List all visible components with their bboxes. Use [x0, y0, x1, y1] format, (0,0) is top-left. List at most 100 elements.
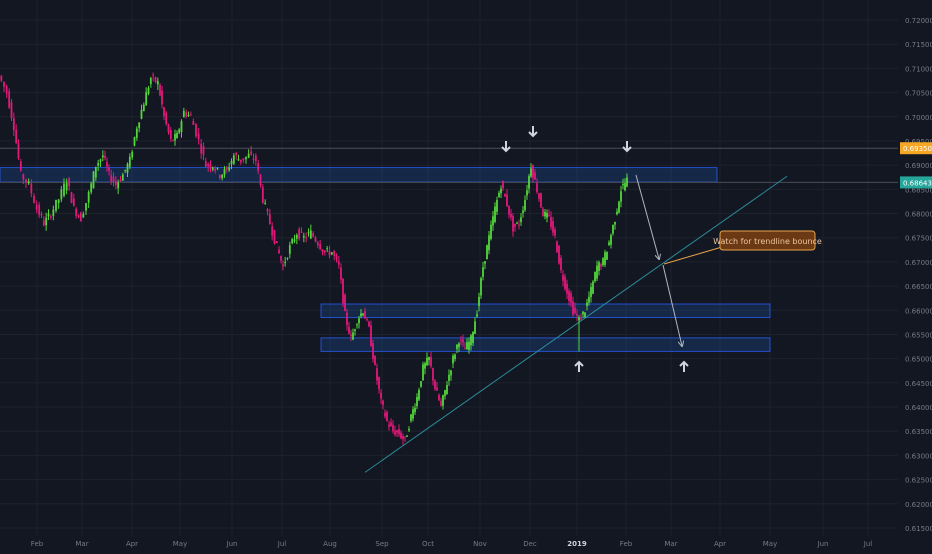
- candle-body: [42, 220, 45, 226]
- candle-body: [114, 181, 117, 185]
- candle-body: [204, 161, 207, 167]
- candle-body: [584, 312, 586, 317]
- candle-body: [618, 201, 620, 213]
- candle-body: [348, 326, 350, 334]
- candle-body: [163, 107, 165, 117]
- trendline: [364, 175, 788, 473]
- candle-body: [366, 319, 368, 321]
- x-tick-label: Sep: [375, 540, 389, 548]
- candle-body: [169, 130, 172, 139]
- candle-body: [380, 392, 382, 399]
- candle-body: [624, 183, 626, 191]
- candle-body: [500, 188, 502, 194]
- candle-body: [8, 91, 11, 108]
- candle-body: [94, 166, 97, 178]
- candle-body: [0, 75, 3, 81]
- x-tick-label: Aug: [323, 540, 337, 548]
- candle-body: [30, 183, 33, 194]
- candle-body: [152, 74, 155, 76]
- candle-body: [119, 179, 122, 182]
- candle-body: [458, 343, 460, 348]
- candle-body: [189, 114, 192, 116]
- candle-body: [147, 88, 150, 94]
- y-tick-label: 0.66500: [905, 283, 932, 291]
- candle-body: [135, 128, 138, 138]
- candle-body: [392, 424, 394, 432]
- candle-body: [117, 182, 120, 189]
- candle-body: [394, 430, 396, 435]
- candle-body: [474, 321, 476, 334]
- down-arrow-icon: [622, 141, 632, 153]
- candle-body: [548, 214, 550, 216]
- candle-body: [610, 235, 612, 245]
- candle-body: [27, 181, 30, 184]
- candle-body: [554, 229, 556, 236]
- candle-body: [140, 109, 143, 119]
- candle-body: [282, 264, 284, 267]
- annotations: Watch for trendline bounce: [501, 126, 822, 372]
- candle-body: [97, 162, 100, 166]
- y-tick-label: 0.70500: [905, 90, 932, 98]
- candle-body: [566, 283, 568, 294]
- y-tick-label: 0.63500: [905, 428, 932, 436]
- y-tick-label: 0.69000: [905, 162, 932, 170]
- candle-body: [502, 180, 504, 189]
- candle-body: [335, 255, 338, 259]
- candle-body: [187, 114, 190, 116]
- candle-body: [149, 78, 152, 85]
- candle-body: [312, 233, 315, 237]
- candle-body: [608, 242, 610, 245]
- candle-body: [476, 314, 478, 317]
- x-tick-label: May: [173, 540, 187, 548]
- candle-body: [165, 112, 168, 124]
- candle-body: [45, 217, 48, 226]
- y-tick-label: 0.61500: [905, 525, 932, 533]
- candle-body: [79, 212, 82, 222]
- candle-body: [620, 191, 622, 202]
- candle-body: [85, 202, 87, 211]
- candle-body: [370, 325, 372, 347]
- candle-body: [504, 193, 506, 197]
- candle-body: [604, 252, 606, 265]
- candle-body: [337, 261, 340, 265]
- candle-body: [456, 344, 458, 349]
- grid: [0, 0, 898, 536]
- y-tick-label: 0.71500: [905, 41, 932, 49]
- x-tick-label: Jul: [863, 540, 873, 548]
- candle-body: [195, 123, 197, 137]
- candle-body: [490, 224, 492, 240]
- candle-body: [10, 102, 13, 119]
- candle-body: [408, 428, 410, 431]
- candle-body: [442, 395, 444, 406]
- candle-body: [626, 177, 628, 187]
- candle-body: [266, 209, 269, 212]
- candle-body: [242, 158, 245, 161]
- candle-body: [358, 318, 360, 324]
- candle-body: [536, 183, 538, 193]
- candle-body: [25, 179, 27, 183]
- candle-body: [223, 168, 226, 175]
- candle-body: [174, 134, 176, 141]
- candle-body: [298, 228, 301, 239]
- candle-body: [99, 159, 102, 162]
- candle-body: [17, 143, 20, 159]
- candle-body: [307, 232, 310, 234]
- candle-body: [520, 217, 522, 223]
- candle-body: [572, 301, 574, 315]
- candle-body: [396, 430, 398, 433]
- candle-body: [342, 278, 344, 304]
- candle-body: [333, 251, 336, 256]
- candle-body: [384, 412, 386, 417]
- y-tick-label: 0.68500: [905, 186, 932, 194]
- candle-body: [302, 235, 305, 238]
- candle-body: [154, 77, 157, 83]
- candle-body: [542, 208, 544, 217]
- y-tick-label: 0.68000: [905, 211, 932, 219]
- candle-body: [586, 302, 588, 307]
- candle-body: [428, 357, 430, 361]
- candle-body: [484, 261, 486, 264]
- candle-body: [309, 230, 312, 239]
- candle-body: [60, 189, 63, 200]
- candle-body: [552, 220, 554, 233]
